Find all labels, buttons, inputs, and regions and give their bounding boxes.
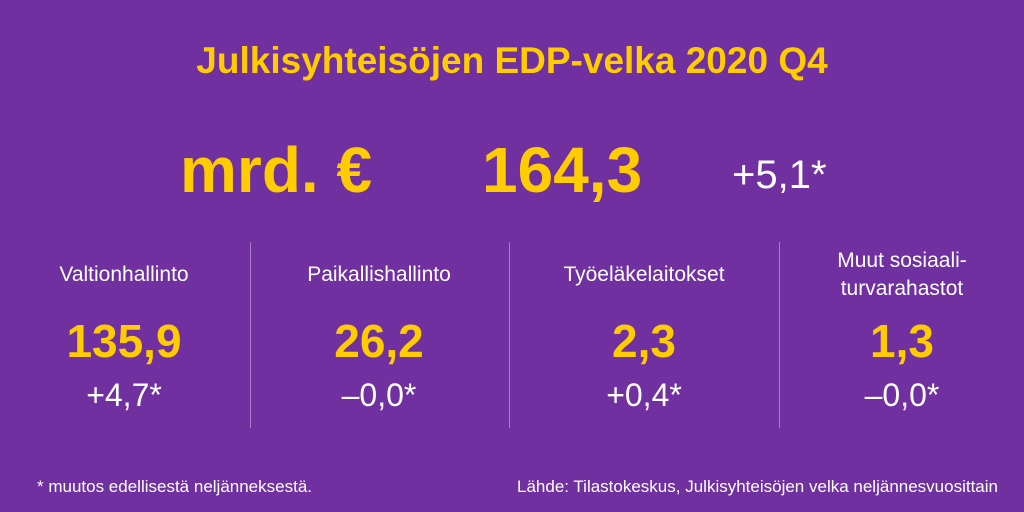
page-title: Julkisyhteisöjen EDP-velka 2020 Q4 bbox=[196, 40, 828, 81]
sector-value: 135,9 bbox=[66, 315, 182, 367]
sector-muut-sosiaaliturvarahastot: Muut sosiaali- turvarahastot 1,3 –0,0* bbox=[780, 245, 1024, 435]
column-divider bbox=[779, 242, 780, 428]
sector-label: Työeläkelaitokset bbox=[563, 263, 725, 286]
column-divider bbox=[509, 242, 510, 428]
sector-tyoelakelaitokset: Työeläkelaitokset 2,3 +0,4* bbox=[510, 245, 778, 435]
sector-change: –0,0* bbox=[341, 377, 417, 413]
column-divider bbox=[250, 242, 251, 428]
sector-value: 2,3 bbox=[612, 315, 676, 367]
sector-change: +0,4* bbox=[606, 377, 682, 413]
sector-label: Muut sosiaali- turvarahastot bbox=[837, 249, 967, 300]
sector-value: 1,3 bbox=[870, 315, 934, 367]
sector-label: Valtionhallinto bbox=[59, 263, 189, 286]
sector-change: –0,0* bbox=[864, 377, 940, 413]
sector-paikallishallinto: Paikallishallinto 26,2 –0,0* bbox=[251, 245, 507, 435]
footnote: * muutos edellisestä neljänneksestä. bbox=[37, 477, 312, 496]
total-value: 164,3 bbox=[482, 134, 643, 206]
sector-value: 26,2 bbox=[334, 315, 424, 367]
sector-change: +4,7* bbox=[86, 377, 162, 413]
source-note: Lähde: Tilastokeskus, Julkisyhteisöjen v… bbox=[517, 477, 998, 496]
sector-valtionhallinto: Valtionhallinto 135,9 +4,7* bbox=[0, 245, 248, 435]
total-change: +5,1* bbox=[732, 153, 827, 197]
sector-label: Paikallishallinto bbox=[307, 263, 451, 286]
total-unit: mrd. € bbox=[180, 134, 373, 206]
